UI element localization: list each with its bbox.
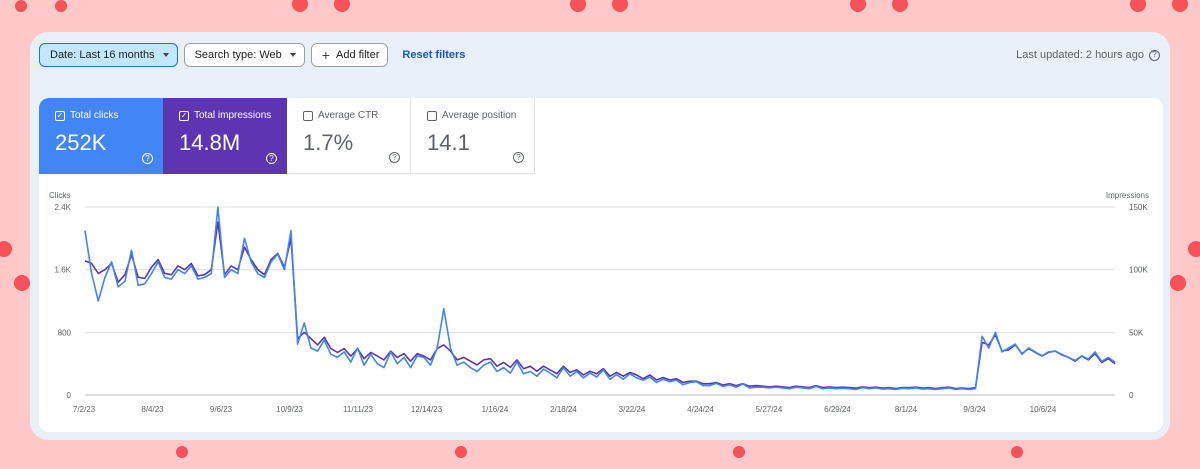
x-axis-tick: 7/2/23 xyxy=(73,405,96,414)
decor-dot xyxy=(1170,275,1186,291)
decor-dot xyxy=(334,0,350,12)
decor-dot xyxy=(292,0,308,12)
checkbox-checked-icon[interactable]: ✓ xyxy=(179,110,189,121)
metric-label: Average CTR xyxy=(318,110,379,121)
date-filter-label: Date: Last 16 months xyxy=(50,49,155,61)
help-icon[interactable]: ? xyxy=(513,152,524,163)
x-axis-tick: 5/27/24 xyxy=(756,405,783,414)
clicks-series-line xyxy=(84,206,1116,391)
x-axis-tick: 12/14/23 xyxy=(411,405,443,414)
left-axis-tick: 800 xyxy=(58,328,72,337)
x-axis-tick: 10/6/24 xyxy=(1030,405,1057,414)
decor-dot xyxy=(733,446,745,458)
metric-tabs: ✓ Total clicks 252K ? ✓ Total impressions … xyxy=(39,98,1163,174)
decor-dot xyxy=(850,0,866,12)
decor-dot xyxy=(1011,446,1023,458)
decor-dot xyxy=(14,275,30,291)
reset-filters-link[interactable]: Reset filters xyxy=(402,49,466,61)
plus-icon: + xyxy=(321,47,330,63)
x-axis-tick: 8/4/23 xyxy=(141,405,164,414)
left-axis-tick: 1.6K xyxy=(55,266,72,275)
metric-label: Total impressions xyxy=(194,110,272,121)
left-axis-tick: 2.4K xyxy=(55,203,72,212)
checkbox-icon[interactable] xyxy=(303,110,313,121)
x-axis-tick: 1/16/24 xyxy=(482,405,509,414)
right-axis-tick: 0 xyxy=(1129,391,1134,400)
left-axis-title: Clicks xyxy=(49,191,70,200)
decor-dot xyxy=(455,446,467,458)
performance-card: ✓ Total clicks 252K ? ✓ Total impressions … xyxy=(39,98,1163,432)
help-icon[interactable]: ? xyxy=(389,152,400,163)
decor-dot xyxy=(612,0,628,12)
add-filter-label: Add filter xyxy=(335,49,380,61)
metric-label: Average position xyxy=(442,110,517,121)
metric-average-ctr[interactable]: Average CTR 1.7% ? xyxy=(287,98,411,174)
metric-average-position[interactable]: Average position 14.1 ? xyxy=(411,98,535,174)
metric-value: 1.7% xyxy=(303,130,354,155)
x-axis-tick: 9/3/24 xyxy=(963,405,986,414)
search-type-chip[interactable]: Search type: Web xyxy=(183,43,305,67)
checkbox-checked-icon[interactable]: ✓ xyxy=(55,110,65,121)
caret-down-icon xyxy=(162,53,169,57)
right-axis-tick: 50K xyxy=(1129,328,1144,337)
date-filter-chip[interactable]: Date: Last 16 months xyxy=(39,43,178,67)
decor-dot xyxy=(1130,0,1146,12)
decor-dot xyxy=(570,0,586,12)
filter-toolbar: Date: Last 16 months Search type: Web + … xyxy=(39,43,1160,67)
decor-dot xyxy=(1172,0,1188,12)
add-filter-button[interactable]: + Add filter xyxy=(310,43,389,67)
metric-total-impressions[interactable]: ✓ Total impressions 14.8M ? xyxy=(163,98,287,174)
performance-panel: Date: Last 16 months Search type: Web + … xyxy=(30,32,1170,440)
metric-value: 14.1 xyxy=(427,130,470,155)
right-axis-tick: 100K xyxy=(1129,266,1148,275)
decor-dot xyxy=(0,241,12,257)
help-icon[interactable]: ? xyxy=(266,153,277,164)
metric-value: 14.8M xyxy=(179,130,241,155)
impressions-series-line xyxy=(84,221,1116,390)
performance-chart[interactable]: Clicks Impressions 2.4K 150K 1.6K 100K 800 50K 0… xyxy=(39,174,1163,432)
decor-dot xyxy=(1188,241,1200,257)
decor-dot xyxy=(176,446,188,458)
help-icon[interactable]: ? xyxy=(142,153,153,164)
metric-label: Total clicks xyxy=(70,110,119,121)
decor-dot xyxy=(55,0,67,12)
right-axis-tick: 150K xyxy=(1129,203,1148,212)
x-axis-tick: 6/29/24 xyxy=(824,405,851,414)
decor-dot xyxy=(15,0,27,12)
last-updated-text: Last updated: 2 hours ago xyxy=(1016,49,1144,61)
last-updated: Last updated: 2 hours ago ? xyxy=(1016,49,1160,61)
metric-total-clicks[interactable]: ✓ Total clicks 252K ? xyxy=(39,98,163,174)
checkbox-icon[interactable] xyxy=(427,110,437,121)
help-icon[interactable]: ? xyxy=(1149,49,1160,61)
x-axis-tick: 9/6/23 xyxy=(210,405,233,414)
x-axis-tick: 2/18/24 xyxy=(550,405,577,414)
x-axis-tick: 4/24/24 xyxy=(687,405,714,414)
caret-down-icon xyxy=(289,53,296,57)
metric-value: 252K xyxy=(55,130,107,155)
decor-dot xyxy=(892,0,908,12)
x-axis-tick: 11/11/23 xyxy=(343,405,374,414)
search-type-label: Search type: Web xyxy=(194,49,282,61)
left-axis-tick: 0 xyxy=(67,391,72,400)
right-axis-title: Impressions xyxy=(1106,191,1149,200)
x-axis-tick: 3/22/24 xyxy=(619,405,646,414)
x-axis-tick: 10/9/23 xyxy=(276,405,303,414)
x-axis-tick: 8/1/24 xyxy=(895,405,918,414)
